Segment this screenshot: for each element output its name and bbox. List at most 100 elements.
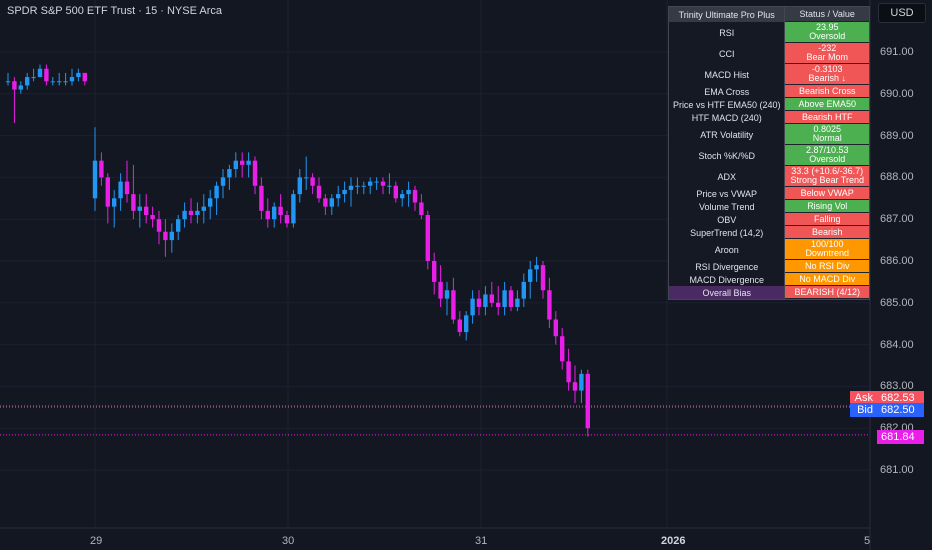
table-header: Trinity Ultimate Pro Plus Status / Value bbox=[669, 7, 869, 22]
indicator-value: 33.3 (+10.6/-36.7) bbox=[791, 166, 864, 176]
indicator-value: No RSI Div bbox=[804, 260, 850, 271]
candle-body bbox=[342, 189, 347, 195]
indicator-label: CCI bbox=[669, 43, 786, 64]
candle-body bbox=[82, 72, 87, 82]
time-axis-label: 31 bbox=[475, 535, 488, 547]
candle-body bbox=[131, 194, 136, 211]
bid-label: Bid bbox=[850, 403, 877, 417]
candle-body bbox=[400, 194, 405, 199]
candle-body bbox=[63, 81, 68, 83]
candle-body bbox=[355, 185, 360, 187]
candle-body bbox=[304, 177, 309, 179]
candle-body bbox=[412, 189, 418, 203]
indicator-row: OBV Falling bbox=[669, 213, 869, 226]
indicator-label: HTF MACD (240) bbox=[669, 111, 786, 124]
candle-body bbox=[284, 215, 290, 224]
candle-body bbox=[425, 215, 430, 261]
ask-label: Ask bbox=[850, 391, 877, 405]
indicator-status: 23.95 Oversold bbox=[785, 22, 869, 43]
table-header-title: Trinity Ultimate Pro Plus bbox=[669, 7, 786, 22]
indicator-value: 23.95 bbox=[815, 22, 839, 32]
candle-body bbox=[393, 185, 398, 199]
candle-body bbox=[246, 160, 251, 165]
candle-body bbox=[76, 72, 81, 78]
symbol-title[interactable]: SPDR S&P 500 ETF Trust · 15 · NYSE Arca bbox=[7, 5, 222, 17]
candle-body bbox=[470, 298, 475, 316]
candle-body bbox=[252, 160, 258, 186]
candle-body bbox=[380, 181, 386, 186]
candle-body bbox=[444, 290, 450, 299]
indicator-row: SuperTrend (14,2) Bearish bbox=[669, 226, 869, 239]
candle-body bbox=[37, 68, 43, 78]
candle-body bbox=[233, 160, 238, 170]
candle-body bbox=[144, 206, 149, 216]
candle-body bbox=[44, 68, 49, 82]
candle-body bbox=[483, 294, 488, 307]
candle-body bbox=[534, 265, 539, 270]
indicator-row: ATR Volatility 0.8025 Normal bbox=[669, 124, 869, 145]
indicator-detail: Bearish ↓ bbox=[808, 73, 846, 83]
candle-body bbox=[5, 81, 11, 83]
indicator-status: 2.87/10.53 Oversold bbox=[785, 145, 869, 166]
candle-body bbox=[419, 202, 424, 216]
indicator-value: -232 bbox=[818, 43, 837, 53]
table-header-status: Status / Value bbox=[785, 7, 869, 22]
indicator-label: RSI bbox=[669, 22, 786, 43]
candle-body bbox=[368, 181, 373, 186]
candle-body bbox=[188, 210, 194, 216]
candle-body bbox=[406, 189, 411, 195]
candle-body bbox=[214, 185, 219, 199]
candle-body bbox=[329, 198, 334, 207]
candle-body bbox=[163, 231, 168, 241]
indicator-row: Volume Trend Rising Vol bbox=[669, 200, 869, 213]
candle-body bbox=[278, 206, 283, 216]
candle-body bbox=[112, 198, 117, 207]
indicator-value: Falling bbox=[813, 213, 841, 224]
indicator-label: ADX bbox=[669, 166, 786, 187]
currency-button[interactable]: USD bbox=[878, 3, 926, 23]
indicator-detail: Downtrend bbox=[805, 248, 849, 258]
time-axis-label: 5 bbox=[864, 535, 871, 547]
candle-body bbox=[464, 315, 469, 333]
price-axis-label: 690.00 bbox=[880, 87, 914, 100]
candle-body bbox=[572, 382, 578, 391]
indicator-label: MACD Hist bbox=[669, 64, 786, 85]
candle-body bbox=[566, 361, 571, 383]
candle-body bbox=[195, 210, 200, 216]
price-axis-label: 686.00 bbox=[880, 255, 914, 267]
candle-body bbox=[438, 281, 443, 299]
candle-body bbox=[150, 215, 155, 220]
indicator-value: 100/100 bbox=[810, 239, 844, 249]
candle-body bbox=[579, 373, 584, 391]
candle-body bbox=[323, 198, 328, 207]
bid-price-tag: 682.50 bbox=[877, 403, 924, 417]
indicator-status: Above EMA50 bbox=[785, 98, 869, 111]
candle-body bbox=[521, 281, 526, 299]
indicator-status: Bearish bbox=[785, 226, 869, 239]
candle-body bbox=[348, 185, 354, 190]
candle-body bbox=[227, 169, 232, 178]
indicator-status: No RSI Div bbox=[785, 260, 869, 273]
indicator-detail: Strong Bear Trend bbox=[790, 175, 864, 185]
price-axis-label: 689.00 bbox=[880, 129, 914, 142]
indicator-status: 0.8025 Normal bbox=[785, 124, 869, 145]
candle-body bbox=[528, 269, 533, 282]
price-axis-label: 691.00 bbox=[880, 46, 914, 58]
indicator-detail: Oversold bbox=[809, 154, 846, 164]
indicator-value: -0.3103 bbox=[811, 64, 843, 74]
indicator-row: MACD Hist -0.3103 Bearish ↓ bbox=[669, 64, 869, 85]
candle-body bbox=[118, 181, 123, 199]
indicator-value: Rising Vol bbox=[807, 200, 848, 211]
candle-body bbox=[387, 185, 392, 187]
indicator-row: EMA Cross Bearish Cross bbox=[669, 85, 869, 98]
indicator-row: HTF MACD (240) Bearish HTF bbox=[669, 111, 869, 124]
indicator-status: Bearish Cross bbox=[785, 85, 869, 98]
overall-bias-row: Overall Bias BEARISH (4/12) bbox=[669, 286, 869, 299]
indicator-value: Above EMA50 bbox=[798, 98, 856, 109]
time-axis-label: 30 bbox=[282, 535, 295, 547]
indicator-value: Bearish Cross bbox=[798, 85, 856, 96]
price-axis-label: 688.00 bbox=[880, 171, 914, 184]
candle-body bbox=[560, 336, 565, 362]
